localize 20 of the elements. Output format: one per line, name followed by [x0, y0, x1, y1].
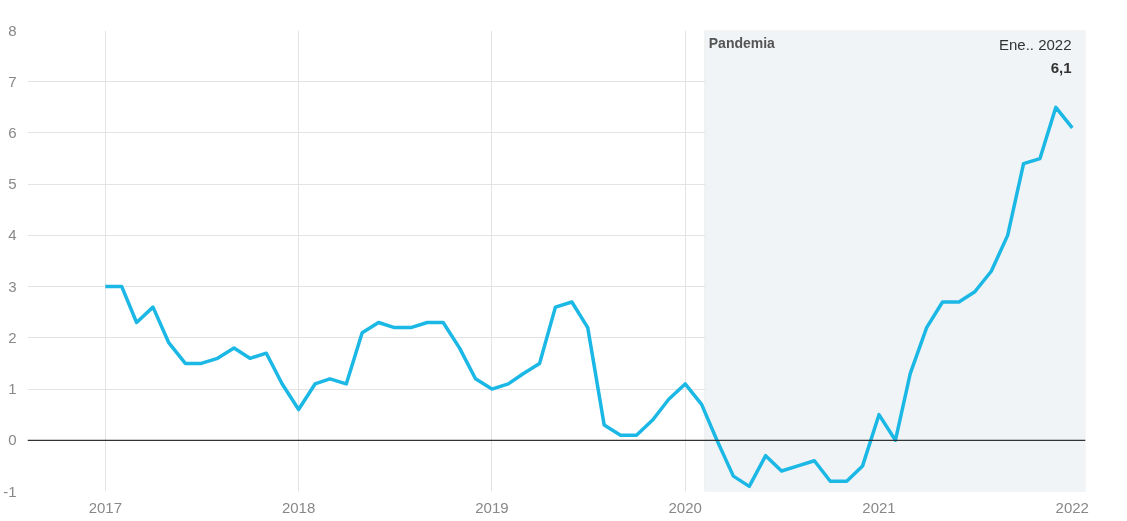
- y-tick-label: 2: [8, 328, 17, 346]
- line-series: [103, 105, 1075, 489]
- y-tick-label: 3: [8, 277, 17, 295]
- x-tick-label: 2018: [281, 498, 316, 516]
- y-tick-label: 6: [8, 123, 17, 141]
- y-tick-label: 0: [8, 431, 17, 449]
- x-tick-label: 2020: [668, 498, 702, 516]
- x-tick-label: 2019: [475, 498, 509, 516]
- y-tick-label: 5: [8, 175, 17, 193]
- annotation: 6,1: [1050, 58, 1072, 76]
- y-tick-label: 7: [8, 72, 17, 90]
- band-label: Pandemia: [708, 34, 776, 51]
- y-tick-label: -1: [3, 482, 17, 500]
- x-tick-label: 2022: [1055, 498, 1089, 516]
- x-tick-label: 2017: [88, 498, 123, 516]
- x-tick-label: 2021: [862, 498, 896, 516]
- y-tick-label: 8: [8, 21, 17, 39]
- y-tick-label: 1: [8, 380, 17, 398]
- annotation: Ene.. 2022: [998, 35, 1072, 53]
- y-tick-label: 4: [8, 226, 17, 244]
